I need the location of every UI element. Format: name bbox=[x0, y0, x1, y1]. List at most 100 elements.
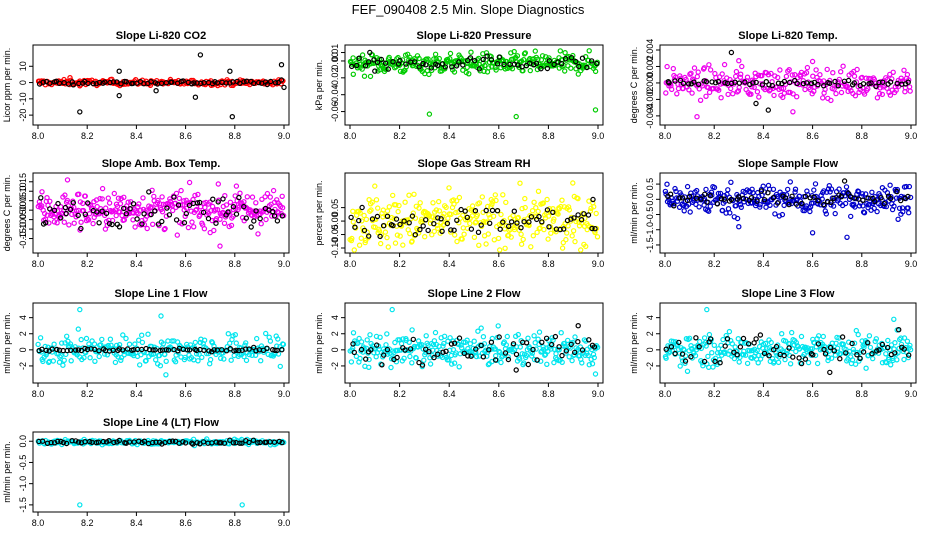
data-point bbox=[663, 90, 669, 96]
data-point bbox=[690, 76, 696, 82]
data-point bbox=[792, 71, 798, 78]
data-point bbox=[43, 347, 49, 354]
data-point bbox=[75, 439, 82, 445]
data-point bbox=[509, 65, 516, 72]
data-point bbox=[550, 209, 556, 215]
data-point bbox=[212, 207, 219, 213]
data-point bbox=[130, 201, 137, 207]
data-point bbox=[750, 80, 756, 86]
data-point bbox=[536, 329, 543, 335]
chart-title: Slope Sample Flow bbox=[738, 158, 839, 170]
data-point bbox=[737, 344, 744, 350]
x-tick-label: 8.8 bbox=[229, 518, 242, 528]
data-point bbox=[61, 219, 68, 225]
y-tick-label: -0.05 bbox=[18, 209, 28, 230]
data-point bbox=[189, 440, 195, 446]
y-tick-label: -0.10 bbox=[330, 238, 340, 259]
data-point bbox=[471, 58, 478, 64]
data-point bbox=[667, 191, 674, 197]
data-point bbox=[558, 330, 564, 336]
data-point bbox=[677, 195, 683, 201]
data-point bbox=[173, 217, 180, 223]
x-tick-label: 8.0 bbox=[659, 131, 672, 141]
data-point bbox=[401, 218, 407, 224]
x-tick-label: 8.4 bbox=[757, 389, 770, 399]
data-point bbox=[226, 340, 233, 346]
data-point bbox=[478, 222, 484, 228]
data-point bbox=[156, 352, 163, 359]
data-point bbox=[366, 364, 372, 370]
data-point bbox=[350, 341, 356, 347]
data-point bbox=[47, 206, 53, 212]
data-point bbox=[429, 231, 435, 238]
data-point bbox=[257, 439, 263, 446]
data-point bbox=[851, 340, 858, 346]
data-point bbox=[58, 352, 64, 359]
data-point bbox=[493, 67, 499, 73]
data-point bbox=[591, 354, 598, 361]
data-point bbox=[737, 201, 744, 208]
data-point bbox=[684, 368, 691, 374]
data-point bbox=[712, 79, 719, 86]
data-point bbox=[861, 344, 867, 350]
data-point bbox=[820, 95, 826, 101]
outlier-point bbox=[513, 367, 519, 373]
data-point bbox=[169, 438, 176, 444]
data-point bbox=[157, 363, 164, 369]
data-point bbox=[181, 219, 188, 226]
data-point bbox=[178, 187, 184, 194]
data-point bbox=[781, 90, 788, 97]
data-point bbox=[149, 221, 156, 227]
data-point bbox=[800, 80, 807, 87]
data-point bbox=[786, 201, 792, 208]
data-point bbox=[80, 200, 86, 207]
data-point bbox=[694, 73, 701, 80]
data-point bbox=[359, 52, 366, 58]
data-point bbox=[430, 200, 436, 206]
data-point bbox=[163, 358, 169, 364]
data-point bbox=[81, 354, 87, 361]
data-point bbox=[568, 65, 574, 71]
chart-title: Slope Li-820 Temp. bbox=[738, 30, 837, 42]
data-point bbox=[779, 331, 785, 337]
data-point bbox=[707, 203, 714, 209]
data-point bbox=[559, 245, 566, 251]
plot-frame bbox=[32, 172, 290, 254]
data-point bbox=[881, 200, 887, 207]
data-point bbox=[565, 337, 571, 344]
data-point bbox=[69, 79, 76, 85]
data-point bbox=[193, 347, 200, 354]
data-point bbox=[56, 359, 63, 365]
y-tick-label: -0.002 bbox=[645, 87, 655, 113]
data-point bbox=[40, 79, 47, 85]
data-point bbox=[267, 338, 274, 344]
data-point bbox=[906, 209, 912, 216]
data-point bbox=[497, 349, 503, 356]
data-point bbox=[220, 196, 226, 202]
data-point bbox=[757, 201, 763, 208]
data-point bbox=[431, 220, 437, 227]
data-point bbox=[492, 346, 498, 352]
data-point bbox=[206, 348, 212, 354]
data-point bbox=[872, 198, 878, 204]
data-point bbox=[121, 217, 128, 223]
data-point bbox=[237, 190, 243, 196]
data-point bbox=[709, 350, 715, 356]
data-point bbox=[71, 220, 77, 226]
x-tick-label: 8.8 bbox=[856, 131, 869, 141]
chart-panel: Slope Amb. Box Temp. 8.0 8.2 8.4 8.6 8.8 9.0 -0… bbox=[2, 158, 290, 269]
x-tick-label: 8.0 bbox=[32, 259, 45, 269]
data-point bbox=[115, 354, 121, 360]
data-point bbox=[839, 334, 846, 340]
data-point bbox=[757, 332, 764, 338]
x-tick-label: 8.2 bbox=[81, 518, 94, 528]
data-point bbox=[448, 211, 454, 217]
data-point bbox=[672, 350, 678, 357]
data-point bbox=[183, 210, 189, 217]
data-point bbox=[518, 231, 524, 237]
data-point bbox=[510, 341, 517, 347]
data-point bbox=[488, 57, 495, 63]
data-point bbox=[515, 62, 521, 68]
outlier-point bbox=[116, 92, 122, 99]
data-point bbox=[453, 209, 459, 216]
